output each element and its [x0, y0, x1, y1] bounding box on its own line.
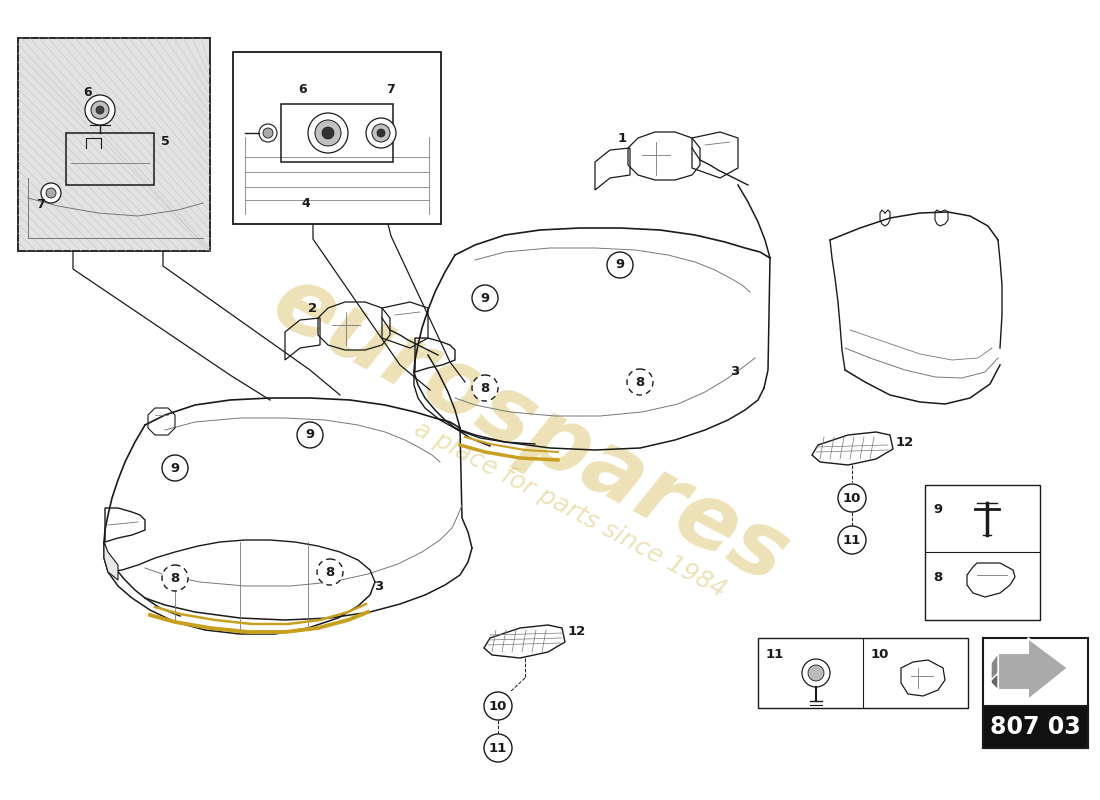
Polygon shape	[998, 638, 1068, 700]
Polygon shape	[991, 673, 998, 690]
Circle shape	[627, 369, 653, 395]
Text: 9: 9	[170, 462, 179, 474]
Text: eurospares: eurospares	[257, 257, 803, 603]
Circle shape	[377, 129, 385, 137]
Text: 9: 9	[933, 503, 942, 516]
FancyBboxPatch shape	[983, 638, 1088, 748]
FancyBboxPatch shape	[758, 638, 968, 708]
Circle shape	[472, 375, 498, 401]
Circle shape	[258, 124, 277, 142]
Text: 7: 7	[36, 198, 45, 211]
Text: 11: 11	[488, 742, 507, 754]
Circle shape	[607, 252, 632, 278]
FancyBboxPatch shape	[18, 38, 210, 251]
Circle shape	[297, 422, 323, 448]
Text: 10: 10	[843, 491, 861, 505]
Text: 2: 2	[308, 302, 317, 315]
Text: a place for parts since 1984: a place for parts since 1984	[410, 418, 730, 602]
Text: 8: 8	[170, 571, 179, 585]
Circle shape	[41, 183, 60, 203]
Text: 10: 10	[871, 648, 890, 661]
Text: 11: 11	[766, 648, 784, 661]
Circle shape	[308, 113, 348, 153]
Text: 3: 3	[730, 365, 739, 378]
Text: 4: 4	[301, 197, 310, 210]
Circle shape	[802, 659, 830, 687]
Circle shape	[472, 285, 498, 311]
Circle shape	[838, 484, 866, 512]
Circle shape	[484, 692, 512, 720]
Circle shape	[162, 565, 188, 591]
Bar	[66, 133, 154, 185]
FancyBboxPatch shape	[925, 485, 1040, 620]
Text: 12: 12	[896, 436, 914, 449]
Circle shape	[372, 124, 390, 142]
Circle shape	[317, 559, 343, 585]
Polygon shape	[104, 542, 118, 580]
Circle shape	[315, 120, 341, 146]
Circle shape	[838, 526, 866, 554]
Circle shape	[85, 95, 116, 125]
Text: 3: 3	[374, 580, 383, 593]
Circle shape	[808, 665, 824, 681]
Text: 9: 9	[615, 258, 625, 271]
FancyBboxPatch shape	[233, 52, 441, 224]
Text: 8: 8	[636, 375, 645, 389]
Circle shape	[263, 128, 273, 138]
Text: 6: 6	[82, 86, 91, 99]
Text: 8: 8	[326, 566, 334, 578]
Polygon shape	[991, 653, 998, 680]
Circle shape	[46, 188, 56, 198]
Text: 8: 8	[481, 382, 490, 394]
Text: 807 03: 807 03	[990, 715, 1080, 739]
Text: 11: 11	[843, 534, 861, 546]
Circle shape	[322, 127, 334, 139]
Text: 9: 9	[306, 429, 315, 442]
Text: 1: 1	[618, 132, 627, 145]
Text: 9: 9	[481, 291, 490, 305]
Text: 8: 8	[933, 571, 943, 584]
Circle shape	[96, 106, 104, 114]
Text: 10: 10	[488, 699, 507, 713]
Bar	[280, 104, 393, 162]
Text: 5: 5	[161, 135, 169, 148]
Circle shape	[162, 455, 188, 481]
Circle shape	[484, 734, 512, 762]
Circle shape	[91, 101, 109, 119]
Circle shape	[366, 118, 396, 148]
Text: 6: 6	[298, 83, 307, 96]
Text: 12: 12	[568, 625, 586, 638]
FancyBboxPatch shape	[983, 706, 1088, 748]
Text: 7: 7	[386, 83, 395, 96]
